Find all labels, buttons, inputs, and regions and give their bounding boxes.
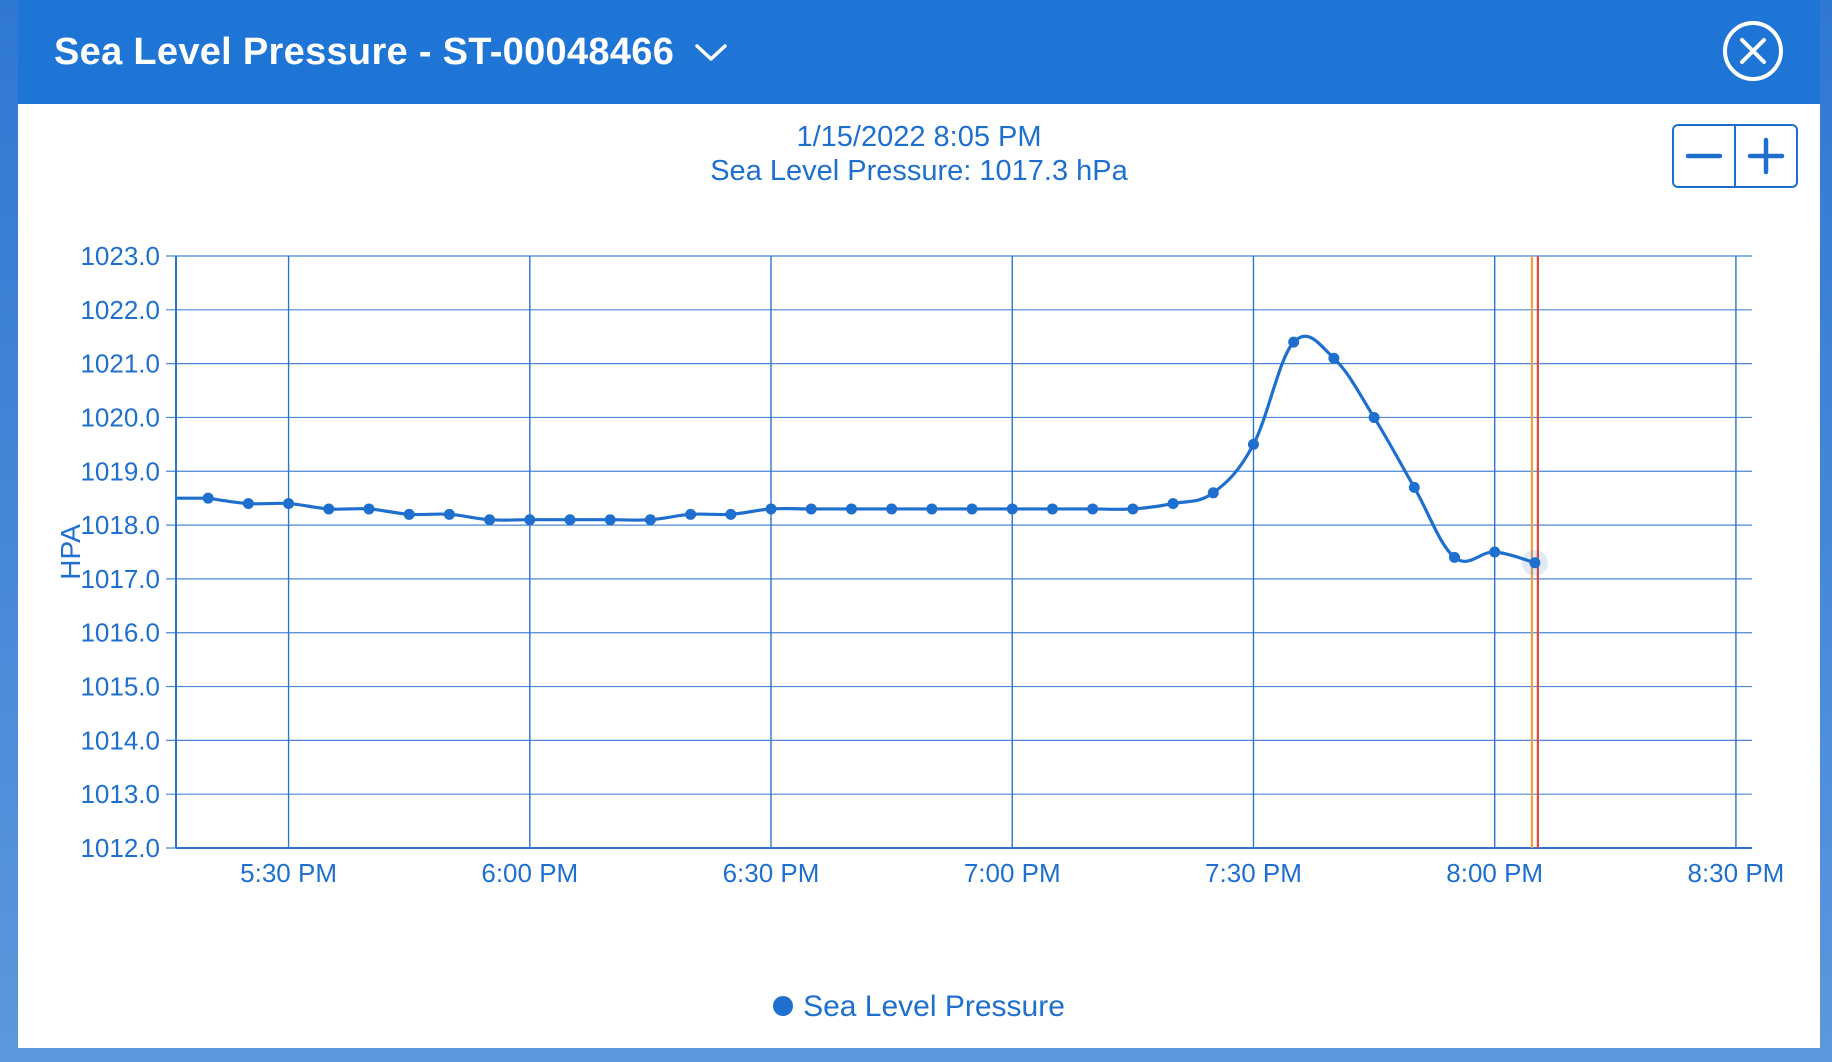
data-point (1448, 551, 1460, 563)
x-tick-label: 6:30 PM (723, 858, 820, 888)
data-point (524, 514, 536, 526)
data-point (1408, 481, 1420, 493)
data-point (1167, 498, 1179, 510)
data-point (1328, 352, 1340, 364)
data-point (202, 492, 214, 504)
data-point (1247, 438, 1259, 450)
dialog-header: Sea Level Pressure - ST-00048466 (18, 0, 1820, 104)
data-point (765, 503, 777, 515)
data-point (1127, 503, 1139, 515)
y-tick-label: 1019.0 (80, 456, 160, 486)
data-point (845, 503, 857, 515)
data-point (644, 514, 656, 526)
chart-dialog: Sea Level Pressure - ST-00048466 1/15/20… (18, 0, 1820, 1048)
x-tick-label: 8:00 PM (1446, 858, 1543, 888)
data-point (1288, 336, 1300, 348)
y-tick-label: 1023.0 (80, 241, 160, 271)
y-tick-label: 1013.0 (80, 779, 160, 809)
data-point (1087, 503, 1099, 515)
plus-icon (1747, 137, 1785, 175)
pressure-chart[interactable]: 1012.0 1013.0 1014.0 1015.0 1016.0 1017.0 1018… (18, 0, 1820, 1048)
data-point (1368, 411, 1380, 423)
y-tick-label: 1018.0 (80, 510, 160, 540)
data-point (805, 503, 817, 515)
tooltip-value: Sea Level Pressure: 1017.3 hPa (710, 155, 1128, 187)
y-tick-label: 1020.0 (80, 402, 160, 432)
minus-icon (1685, 153, 1723, 159)
data-point (1006, 503, 1018, 515)
data-point (1046, 503, 1058, 515)
data-point (484, 514, 496, 526)
data-point (725, 508, 737, 520)
y-tick-label: 1017.0 (80, 564, 160, 594)
data-point (1207, 487, 1219, 499)
y-tick-label: 1014.0 (80, 725, 160, 755)
x-tick-label: 7:00 PM (964, 858, 1061, 888)
series-line (176, 334, 1536, 565)
x-tick-label: 6:00 PM (481, 858, 578, 888)
data-point (926, 503, 938, 515)
y-tick-label: 1021.0 (80, 349, 160, 379)
x-tick-label: 5:30 PM (240, 858, 337, 888)
x-tick-label: 8:30 PM (1688, 858, 1785, 888)
y-tick-label: 1022.0 (80, 295, 160, 325)
data-point (1489, 546, 1501, 558)
data-point (403, 508, 415, 520)
data-point (323, 503, 335, 515)
data-point (604, 514, 616, 526)
zoom-in-button[interactable] (1734, 126, 1796, 186)
data-point (363, 503, 375, 515)
data-point (283, 498, 295, 510)
chart-legend[interactable]: Sea Level Pressure (18, 990, 1820, 1024)
legend-marker (773, 996, 794, 1017)
y-tick-label: 1016.0 (80, 618, 160, 648)
close-icon[interactable] (1722, 20, 1784, 82)
zoom-controls (1672, 124, 1798, 188)
data-point (886, 503, 898, 515)
data-point (685, 508, 697, 520)
y-tick-label: 1012.0 (80, 833, 160, 863)
station-selector[interactable]: Sea Level Pressure - ST-00048466 (54, 22, 728, 82)
data-point (564, 514, 576, 526)
y-axis-label: HPA (55, 524, 86, 580)
dialog-title: Sea Level Pressure - ST-00048466 (54, 30, 675, 73)
y-tick-label: 1015.0 (80, 672, 160, 702)
x-tick-label: 7:30 PM (1205, 858, 1302, 888)
data-point (242, 498, 254, 510)
data-point (443, 508, 455, 520)
data-point (966, 503, 978, 515)
tooltip-datetime: 1/15/2022 8:05 PM (796, 121, 1042, 153)
zoom-out-button[interactable] (1674, 126, 1734, 186)
legend-label: Sea Level Pressure (803, 990, 1065, 1023)
chevron-down-icon (695, 44, 727, 61)
data-point (1529, 557, 1541, 569)
